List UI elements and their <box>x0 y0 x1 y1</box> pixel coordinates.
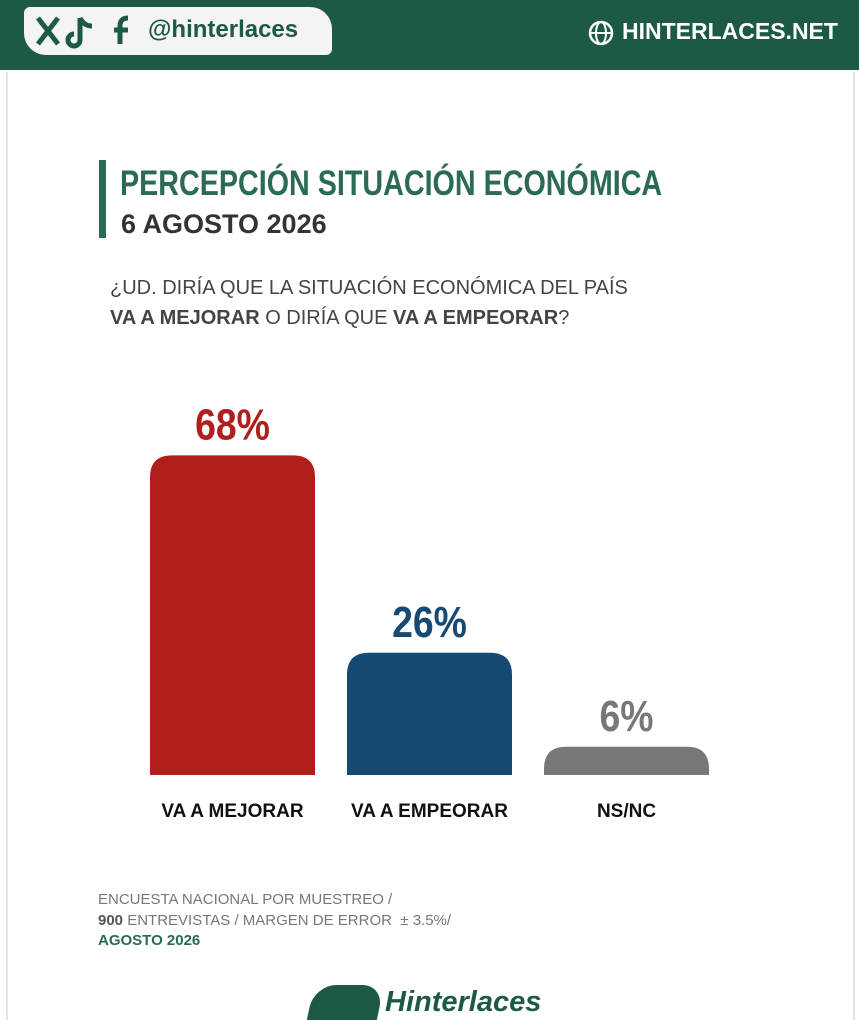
value-label: 68% <box>195 400 270 450</box>
chart: 68% VA A MEJORAR 26% VA A EMPEORAR 6% NS/NC <box>150 400 709 822</box>
top-bar: @hinterlaces HINTERLACES.NET <box>0 0 859 70</box>
footer-date: AGOSTO 2026 <box>98 932 201 949</box>
panel <box>6 72 855 1020</box>
question-bold: VA A EMPEORAR <box>393 307 559 329</box>
value-label: 6% <box>599 691 653 741</box>
question: ¿UD. DIRÍA QUE LA SITUACIÓN ECONÓMICA DE… <box>110 277 628 299</box>
footer-note: 900 ENTREVISTAS / MARGEN DE ERROR ± 3.5%… <box>98 912 451 929</box>
question-text: O DIRÍA QUE <box>259 307 393 329</box>
handle: @hinterlaces <box>148 16 299 43</box>
chart-subtitle: 6 AGOSTO 2026 <box>121 209 327 239</box>
website: HINTERLACES.NET <box>622 18 838 44</box>
footer-text: ENTREVISTAS / MARGEN DE ERROR ± 3.5%/ <box>123 912 452 929</box>
chart-title: PERCEPCIÓN SITUACIÓN ECONÓMICA <box>120 164 663 203</box>
footer-note: ENCUESTA NACIONAL POR MUESTREO / <box>98 891 393 908</box>
title-accent <box>99 160 106 238</box>
x-tick-label: NS/NC <box>597 801 656 822</box>
question-bold: VA A MEJORAR <box>110 307 260 329</box>
social-icons <box>36 15 129 49</box>
bar <box>544 746 709 775</box>
footer-bold: 900 <box>98 912 124 929</box>
question-text: ? <box>558 307 570 329</box>
question: VA A MEJORAR O DIRÍA QUE VA A EMPEORAR? <box>110 307 569 330</box>
bar <box>150 455 315 775</box>
x-tick-label: VA A EMPEORAR <box>351 801 508 822</box>
value-label: 26% <box>392 597 467 647</box>
logo-text: Hinterlaces <box>385 986 542 1018</box>
x-tick-label: VA A MEJORAR <box>161 801 303 822</box>
globe-icon <box>588 20 614 46</box>
bar <box>347 652 512 775</box>
